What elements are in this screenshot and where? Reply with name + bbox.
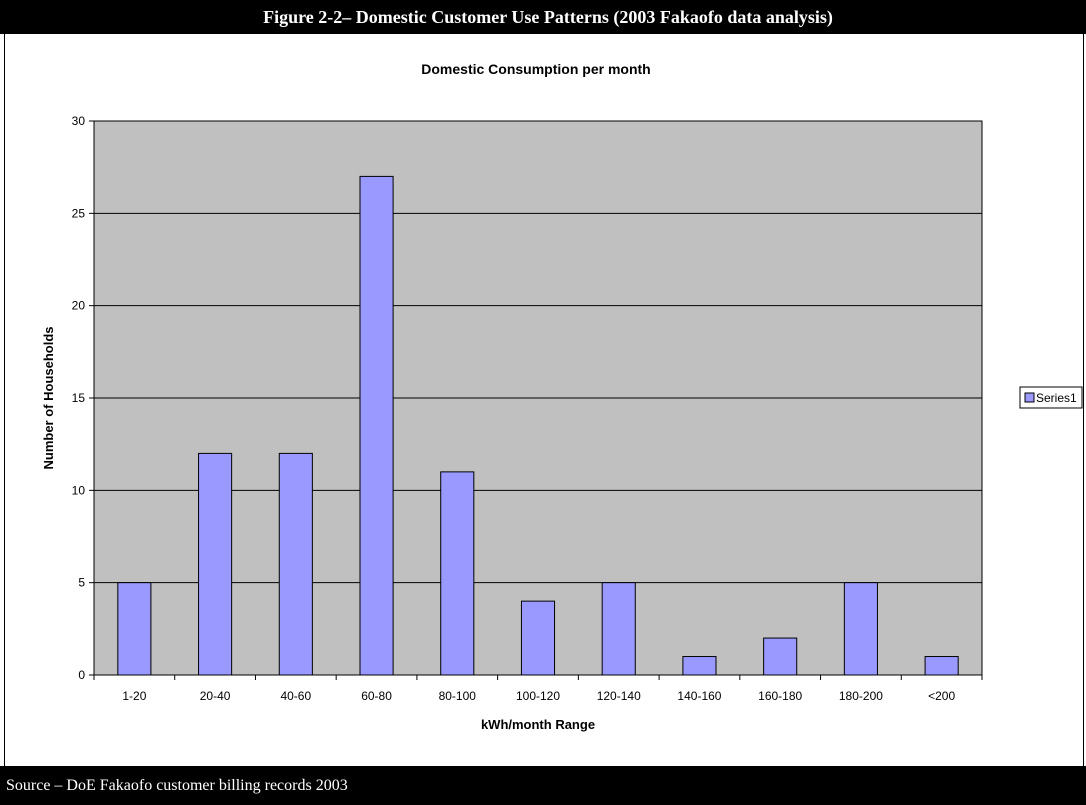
- bar-40-60: [278, 452, 313, 676]
- bar-160-180: [763, 637, 798, 676]
- x-tick-label-40-60: 40-60: [280, 689, 311, 703]
- figure-caption-text: Figure 2-2– Domestic Customer Use Patter…: [263, 6, 833, 27]
- x-tick-label-100-120: 100-120: [516, 689, 560, 703]
- bar-100-120: [520, 600, 556, 676]
- x-tick-label-180-200: 180-200: [839, 689, 883, 703]
- legend-box: [1019, 386, 1083, 409]
- bar-120-140: [601, 582, 636, 676]
- right-border-rule: [1083, 34, 1084, 766]
- y-tick-label-0: 0: [78, 668, 85, 682]
- legend: Series1: [1019, 386, 1083, 409]
- legend-label: Series1: [1036, 391, 1077, 405]
- y-tick-label-15: 15: [72, 391, 86, 405]
- y-tick-label-30: 30: [72, 114, 86, 128]
- x-tick-label-120-140: 120-140: [597, 689, 641, 703]
- chart: Domestic Consumption per month 0 5 10 15 20 2…: [41, 61, 1083, 732]
- figure-source: Source – DoE Fakaofo customer billing re…: [0, 766, 1086, 805]
- figure-source-text: Source – DoE Fakaofo customer billing re…: [6, 776, 348, 794]
- x-tick-label-20-40: 20-40: [200, 689, 231, 703]
- legend-swatch: [1024, 392, 1035, 403]
- bar-80-100: [440, 471, 475, 676]
- y-tick-label-5: 5: [78, 576, 85, 590]
- bar-180-200: [843, 582, 878, 676]
- chart-title: Domestic Consumption per month: [421, 61, 650, 77]
- x-tick-label-<200: <200: [928, 689, 955, 703]
- bar-20-40: [198, 452, 233, 676]
- bar-60-80: [359, 175, 394, 676]
- x-tick-label-140-160: 140-160: [677, 689, 721, 703]
- x-tick-label-1-20: 1-20: [122, 689, 146, 703]
- bar-140-160: [682, 656, 717, 676]
- y-tick-label-25: 25: [72, 206, 86, 220]
- x-tick-label-60-80: 60-80: [361, 689, 392, 703]
- bar-<200: [924, 656, 959, 676]
- x-tick-label-160-180: 160-180: [758, 689, 802, 703]
- figure-caption: Figure 2-2– Domestic Customer Use Patter…: [0, 0, 1086, 34]
- bar-1-20: [117, 582, 152, 676]
- x-axis-label: kWh/month Range: [481, 717, 595, 732]
- y-tick-label-20: 20: [72, 299, 86, 313]
- left-border-rule: [4, 34, 5, 766]
- bars: [117, 175, 959, 676]
- x-tick-label-80-100: 80-100: [439, 689, 477, 703]
- y-tick-label-10: 10: [72, 483, 86, 497]
- y-axis-label: Number of Households: [41, 326, 56, 469]
- axes: 0 5 10 15 20 25 30 1-20 20-40 40-60 60-80 80-100 100…: [72, 114, 983, 703]
- gridlines: [94, 212, 982, 584]
